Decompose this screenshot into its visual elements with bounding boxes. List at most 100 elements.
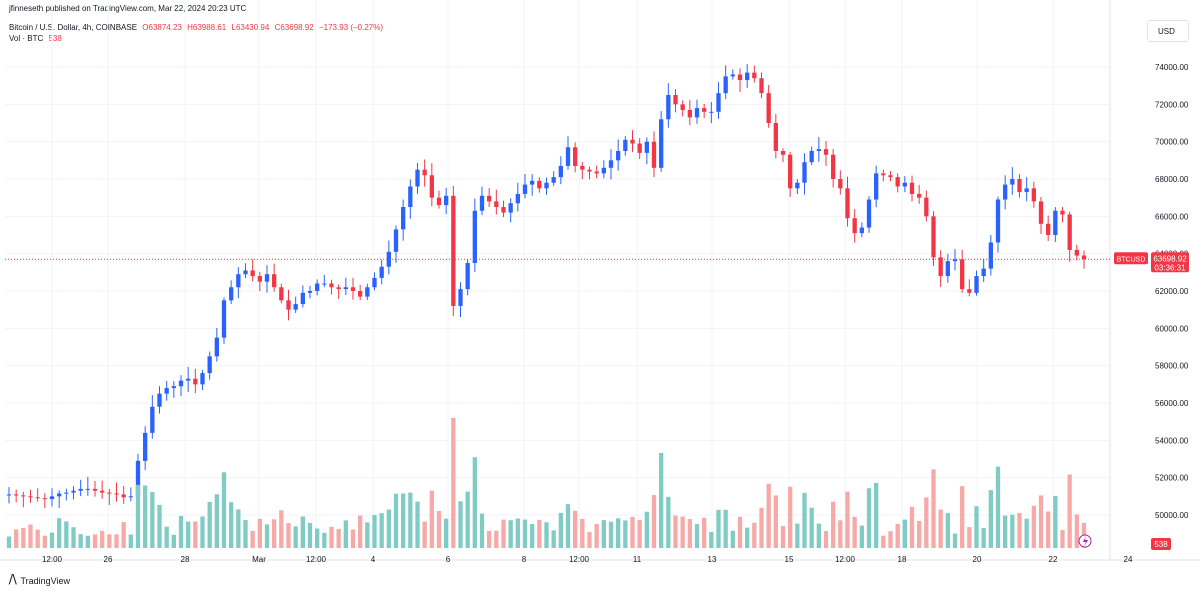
volume-bar — [909, 506, 915, 548]
volume-bar — [1067, 474, 1072, 548]
candle-body — [1017, 179, 1022, 193]
symbol-tag-box — [1114, 252, 1148, 265]
volume-legend: Vol · BTC 538 — [9, 34, 62, 43]
candle-body — [960, 259, 965, 290]
volume-label[interactable]: Vol · BTC — [9, 34, 44, 43]
volume-bar — [150, 492, 155, 548]
volume-bar — [193, 521, 198, 548]
currency-button[interactable]: USD — [1147, 20, 1189, 42]
volume-bar — [401, 493, 406, 548]
candle-body — [766, 93, 771, 123]
volume-bar — [315, 528, 320, 548]
candle-body — [981, 268, 986, 277]
candle-body — [135, 460, 141, 497]
candle-body — [444, 195, 449, 206]
candle-body — [1003, 184, 1008, 200]
volume-bar — [931, 469, 936, 548]
volume-bar — [279, 510, 284, 548]
y-tick-label: 58000.00 — [1155, 362, 1189, 371]
volume-bar — [300, 516, 305, 548]
volume-bar — [981, 528, 986, 548]
volume-bar — [501, 519, 506, 548]
volume-bar — [945, 513, 950, 548]
volume-bar — [92, 534, 98, 548]
volume-bar — [343, 520, 348, 548]
volume-bar — [852, 516, 857, 548]
y-tick-label: 70000.00 — [1155, 138, 1189, 147]
candle-body — [659, 119, 664, 168]
candle-body — [967, 289, 972, 293]
candle-body — [71, 490, 76, 493]
volume-bar — [702, 517, 707, 548]
candle-body — [150, 406, 155, 433]
volume-bar — [1053, 496, 1058, 548]
volume-bar — [895, 523, 900, 548]
countdown-value: 03:36:31 — [1154, 263, 1186, 272]
symbol-name[interactable]: Bitcoin / U.S. Dollar, 4h, COINBASE — [9, 23, 138, 32]
volume-bar — [730, 530, 735, 548]
volume-bar — [580, 518, 585, 548]
candle-body — [479, 195, 485, 211]
volume-bar — [221, 472, 227, 548]
candle-body — [737, 74, 743, 81]
candle-body — [200, 373, 205, 385]
candle-body — [178, 380, 184, 387]
volume-bar — [838, 520, 843, 548]
candle-body — [651, 141, 657, 168]
candle-body — [709, 111, 714, 113]
candle-body — [365, 287, 370, 297]
candle-body — [49, 496, 55, 500]
volume-bar — [673, 515, 678, 548]
x-tick-label: 12:00 — [569, 555, 590, 564]
candle-body — [931, 216, 936, 258]
candle-body — [601, 167, 606, 174]
volume-bar — [630, 516, 635, 548]
volume-bar — [802, 492, 807, 548]
volume-bar — [207, 501, 212, 548]
x-tick-label: 8 — [522, 555, 527, 564]
volume-bar — [64, 521, 69, 548]
volume-bar — [143, 485, 148, 548]
candle-body — [816, 149, 821, 151]
volume-bar — [608, 521, 614, 548]
candle-body — [594, 171, 599, 174]
candle-body — [530, 180, 535, 185]
candle-body — [494, 201, 499, 207]
y-tick-label: 56000.00 — [1155, 399, 1189, 408]
candle-body — [21, 495, 26, 497]
x-tick-label: 15 — [785, 555, 794, 564]
volume-bar — [1060, 529, 1065, 548]
volume-bar — [687, 519, 692, 548]
candle-body — [286, 300, 291, 310]
candle-body — [809, 151, 814, 163]
volume-bar — [336, 529, 341, 548]
candle-body — [694, 108, 700, 118]
candle-body — [64, 492, 69, 494]
candle-body — [874, 173, 879, 200]
tradingview-label: TradingView — [20, 575, 71, 586]
volume-bar — [307, 522, 313, 548]
volume-bar — [530, 524, 535, 548]
volume-bar — [780, 526, 786, 548]
candle-body — [272, 274, 277, 288]
volume-last-value: 538 — [1154, 540, 1168, 549]
volume-bar — [436, 511, 442, 548]
x-tick-label: 12:00 — [306, 555, 327, 564]
y-tick-label: 66000.00 — [1155, 212, 1189, 221]
volume-bar — [831, 501, 836, 548]
candle-body — [343, 287, 348, 290]
volume-bar — [200, 516, 205, 548]
candle-body — [128, 496, 133, 498]
candle-body — [515, 193, 520, 204]
candle-body — [551, 177, 556, 183]
candle-body — [1081, 255, 1087, 260]
candle-body — [279, 287, 284, 301]
x-tick-label: 18 — [898, 555, 907, 564]
volume-bar — [1017, 513, 1022, 548]
tradingview-brand[interactable]: ⧸⧹ TradingView — [9, 574, 70, 587]
volume-bar — [917, 520, 922, 548]
candle-body — [451, 195, 456, 306]
y-tick-label: 72000.00 — [1155, 100, 1189, 109]
volume-bar — [881, 535, 886, 548]
